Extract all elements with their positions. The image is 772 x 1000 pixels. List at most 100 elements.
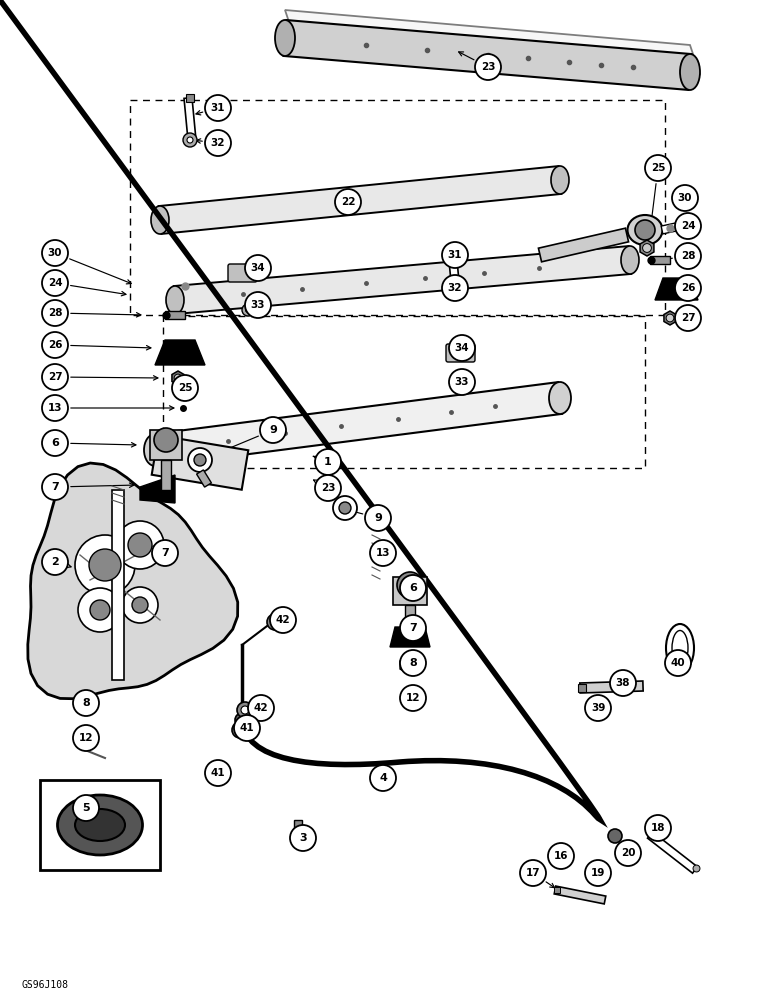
Text: 22: 22 — [340, 197, 355, 207]
Text: 28: 28 — [681, 251, 696, 261]
Text: 7: 7 — [409, 623, 417, 633]
Circle shape — [475, 54, 501, 80]
Polygon shape — [650, 256, 670, 264]
Circle shape — [442, 275, 468, 301]
Text: 42: 42 — [254, 703, 269, 713]
Bar — [393, 577, 427, 605]
Circle shape — [183, 133, 197, 147]
Text: 32: 32 — [211, 138, 225, 148]
Circle shape — [75, 535, 135, 595]
Polygon shape — [178, 379, 193, 397]
Ellipse shape — [57, 795, 143, 855]
Circle shape — [152, 540, 178, 566]
FancyBboxPatch shape — [228, 264, 257, 282]
Polygon shape — [283, 20, 692, 90]
Circle shape — [132, 597, 148, 613]
Circle shape — [456, 381, 468, 393]
Circle shape — [245, 292, 271, 318]
Polygon shape — [172, 371, 184, 385]
Circle shape — [90, 600, 110, 620]
Circle shape — [248, 695, 274, 721]
Polygon shape — [538, 228, 628, 262]
Circle shape — [625, 855, 631, 861]
Ellipse shape — [672, 631, 688, 666]
Text: 31: 31 — [448, 250, 462, 260]
Text: 4: 4 — [379, 773, 387, 783]
Text: 41: 41 — [211, 768, 225, 778]
Circle shape — [78, 588, 122, 632]
FancyBboxPatch shape — [446, 344, 475, 362]
Text: 6: 6 — [409, 583, 417, 593]
Text: 6: 6 — [51, 438, 59, 448]
Text: 42: 42 — [276, 615, 290, 625]
Polygon shape — [161, 460, 171, 490]
Polygon shape — [155, 340, 205, 365]
Circle shape — [218, 771, 226, 779]
Circle shape — [665, 650, 691, 676]
Polygon shape — [140, 475, 175, 503]
Circle shape — [300, 835, 310, 845]
Circle shape — [73, 725, 99, 751]
Polygon shape — [294, 820, 302, 842]
Circle shape — [154, 428, 178, 452]
Text: 26: 26 — [48, 340, 63, 350]
Text: 31: 31 — [211, 103, 225, 113]
Text: 30: 30 — [678, 193, 692, 203]
Polygon shape — [655, 278, 698, 300]
Text: 5: 5 — [82, 803, 90, 813]
Polygon shape — [153, 382, 562, 466]
Circle shape — [241, 706, 249, 714]
Polygon shape — [174, 246, 631, 314]
Circle shape — [245, 255, 271, 281]
Circle shape — [594, 869, 606, 881]
Polygon shape — [112, 490, 124, 680]
Circle shape — [645, 155, 671, 181]
Text: 27: 27 — [48, 372, 63, 382]
Circle shape — [42, 240, 68, 266]
Text: 24: 24 — [48, 278, 63, 288]
Ellipse shape — [144, 434, 166, 466]
Circle shape — [610, 670, 636, 696]
Text: 12: 12 — [406, 693, 420, 703]
Circle shape — [403, 661, 411, 669]
Ellipse shape — [166, 286, 184, 314]
Text: 1: 1 — [324, 457, 332, 467]
Polygon shape — [448, 250, 460, 292]
Circle shape — [666, 314, 674, 322]
Circle shape — [675, 305, 701, 331]
Circle shape — [236, 726, 244, 734]
Polygon shape — [661, 221, 686, 234]
Ellipse shape — [275, 20, 295, 56]
Text: 24: 24 — [681, 221, 696, 231]
Circle shape — [675, 275, 701, 301]
Text: 30: 30 — [48, 248, 63, 258]
Circle shape — [642, 244, 652, 252]
Circle shape — [42, 332, 68, 358]
Circle shape — [232, 722, 248, 738]
Circle shape — [205, 760, 231, 786]
Text: 40: 40 — [671, 658, 686, 668]
Polygon shape — [405, 605, 415, 638]
Circle shape — [42, 549, 68, 575]
Circle shape — [42, 364, 68, 390]
Circle shape — [242, 304, 254, 316]
Polygon shape — [158, 166, 561, 234]
Polygon shape — [184, 98, 196, 140]
Circle shape — [400, 615, 426, 641]
Text: 34: 34 — [251, 263, 266, 273]
Circle shape — [672, 185, 698, 211]
Circle shape — [214, 767, 230, 783]
Text: 38: 38 — [616, 678, 630, 688]
Circle shape — [370, 540, 396, 566]
Text: 27: 27 — [681, 313, 696, 323]
Text: 12: 12 — [79, 733, 93, 743]
Circle shape — [585, 860, 611, 886]
Circle shape — [397, 572, 423, 598]
Ellipse shape — [549, 382, 571, 414]
Ellipse shape — [75, 809, 125, 841]
Circle shape — [73, 690, 99, 716]
Circle shape — [128, 533, 152, 557]
Polygon shape — [664, 311, 676, 325]
Polygon shape — [83, 697, 97, 713]
Circle shape — [205, 95, 231, 121]
